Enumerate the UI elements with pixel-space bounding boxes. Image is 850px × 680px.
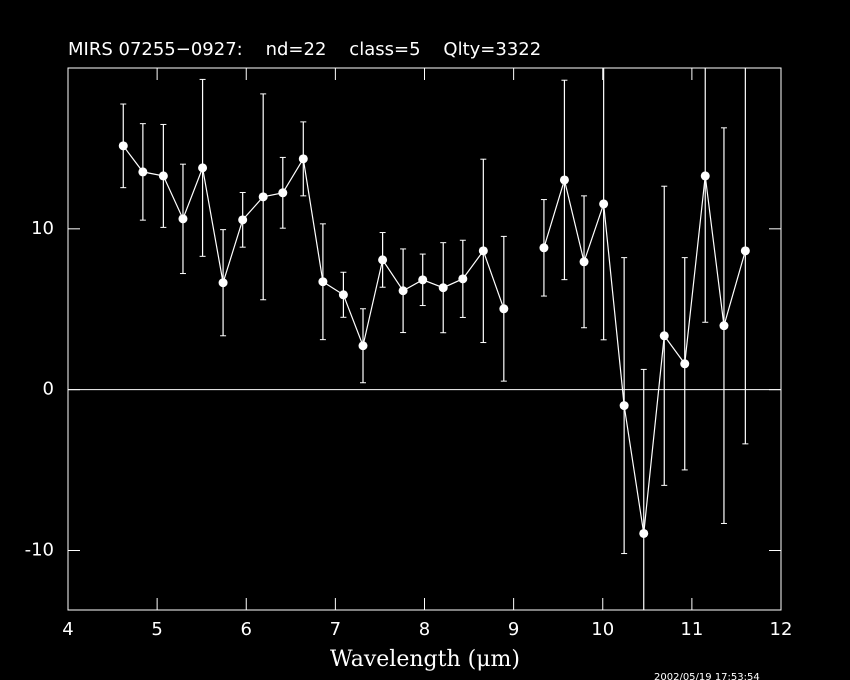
data-point: [458, 274, 468, 284]
data-point: [358, 341, 368, 351]
x-tick-label: 4: [62, 619, 73, 640]
x-tick-label: 5: [151, 619, 162, 640]
x-tick-label: 10: [591, 619, 614, 640]
x-tick-label: 6: [241, 619, 252, 640]
chart-title: MIRS 07255−0927: nd=22 class=5 Qlty=3322: [68, 39, 541, 60]
y-tick-label: -10: [25, 539, 54, 560]
data-point: [158, 171, 168, 181]
data-point: [499, 304, 509, 314]
data-point: [680, 359, 690, 369]
data-point: [138, 167, 148, 177]
data-point: [278, 188, 288, 198]
series-line: [122, 145, 746, 534]
footer: 2002/05/19 17:53:54: [654, 672, 760, 680]
data-point: [178, 214, 188, 224]
x-tick-label: 7: [330, 619, 341, 640]
data-point: [579, 257, 589, 267]
data-point: [659, 331, 669, 341]
y-tick-label: 10: [31, 218, 54, 239]
y-tick-label: 0: [43, 379, 54, 400]
data-point: [599, 199, 609, 209]
x-tick-label: 11: [680, 619, 703, 640]
data-point: [539, 243, 549, 253]
data-point: [398, 286, 408, 296]
data-point: [298, 154, 308, 164]
data-point: [318, 277, 328, 287]
data-point: [338, 290, 348, 300]
data-point: [118, 141, 128, 151]
data-point: [619, 401, 629, 411]
data-point: [639, 528, 649, 538]
x-tick-label: 8: [419, 619, 430, 640]
x-tick-label: 9: [508, 619, 519, 640]
plot-area: [118, 68, 750, 610]
x-axis-label: Wavelength (μm): [330, 647, 520, 672]
plot-frame: [67, 67, 782, 611]
data-point: [478, 246, 488, 256]
x-tick-label: 12: [770, 619, 793, 640]
data-point: [719, 321, 729, 331]
data-point: [559, 175, 569, 185]
data-point: [438, 283, 448, 293]
data-point: [418, 275, 428, 285]
data-point: [258, 192, 268, 202]
data-point: [238, 215, 248, 225]
data-point: [218, 278, 228, 288]
data-point: [378, 255, 388, 265]
data-point: [700, 171, 710, 181]
data-point: [740, 246, 750, 256]
data-point: [198, 163, 208, 173]
